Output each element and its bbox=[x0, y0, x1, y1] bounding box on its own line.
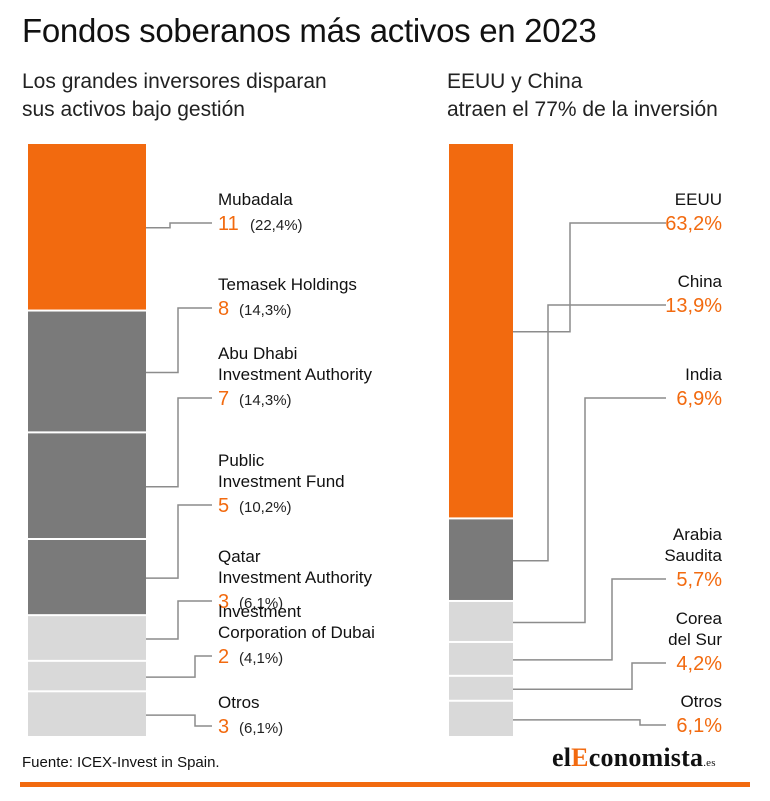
left-chart-subtitle: Los grandes inversores disparan sus acti… bbox=[22, 68, 402, 124]
leader-line-0-1 bbox=[146, 307, 212, 374]
segment-percent-0-2: (14,3%) bbox=[239, 392, 292, 409]
bar-segment-1-0 bbox=[449, 144, 513, 518]
segment-percent-0-0: (22,4%) bbox=[250, 217, 303, 234]
segment-label-1-2-line-0: India bbox=[685, 365, 722, 384]
segment-value-0-1: 8 bbox=[218, 298, 229, 320]
segment-label-0-5-line-1: Corporation of Dubai bbox=[218, 623, 375, 642]
segment-value-0-6: 3 bbox=[218, 716, 229, 738]
segment-value-0-3: 5 bbox=[218, 495, 229, 517]
segment-label-0-4-line-0: Qatar bbox=[218, 547, 261, 566]
right-subtitle-line-1: EEUU y China bbox=[447, 70, 583, 93]
leader-line-0-6 bbox=[146, 714, 212, 727]
leader-line-1-5 bbox=[513, 719, 666, 726]
bar-segment-1-3 bbox=[449, 642, 513, 675]
segment-percent-0-3: (10,2%) bbox=[239, 499, 292, 516]
segment-value-1-5: 6,1% bbox=[676, 715, 722, 737]
left-subtitle-line-2: sus activos bajo gestión bbox=[22, 98, 245, 121]
bottom-rule bbox=[20, 782, 750, 787]
bar-segment-0-1 bbox=[28, 311, 146, 432]
source-note: Fuente: ICEX-Invest in Spain. bbox=[22, 754, 220, 771]
segment-percent-0-5: (4,1%) bbox=[239, 650, 283, 667]
segment-value-0-0: 11 bbox=[218, 213, 239, 235]
bar-segment-1-2 bbox=[449, 601, 513, 641]
segment-value-0-2: 7 bbox=[218, 388, 229, 410]
bar-segment-0-0 bbox=[28, 144, 146, 310]
segment-label-0-2-line-1: Investment Authority bbox=[218, 365, 373, 384]
leader-line-1-3 bbox=[513, 578, 666, 661]
left-subtitle-line-1: Los grandes inversores disparan bbox=[22, 70, 327, 93]
brand-logo: elEconomista.es bbox=[552, 743, 716, 772]
segment-value-1-0: 63,2% bbox=[665, 213, 722, 235]
right-subtitle-line-2: atraen el 77% de la inversión bbox=[447, 98, 718, 121]
segment-label-1-4-line-0: Corea bbox=[676, 609, 723, 628]
bar-segment-0-3 bbox=[28, 540, 146, 615]
bar-segment-0-5 bbox=[28, 661, 146, 691]
segment-label-0-4-line-1: Investment Authority bbox=[218, 568, 373, 587]
bar-segment-1-5 bbox=[449, 701, 513, 736]
segment-label-1-0-line-0: EEUU bbox=[675, 190, 722, 209]
bar-segment-0-4 bbox=[28, 616, 146, 660]
bar-segment-1-1 bbox=[449, 519, 513, 600]
segment-label-0-6-line-0: Otros bbox=[218, 693, 260, 712]
segment-value-1-4: 4,2% bbox=[676, 653, 722, 675]
segment-percent-0-4: (6,1%) bbox=[239, 595, 283, 612]
leader-line-1-2 bbox=[513, 397, 666, 624]
bar-segment-0-2 bbox=[28, 433, 146, 538]
segment-label-1-3-line-1: Saudita bbox=[664, 546, 722, 565]
segment-value-1-1: 13,9% bbox=[665, 295, 722, 317]
bar-segment-1-4 bbox=[449, 676, 513, 700]
leader-line-1-4 bbox=[513, 662, 666, 691]
segment-label-0-1-line-0: Temasek Holdings bbox=[218, 275, 357, 294]
chart-title: Fondos soberanos más activos en 2023 bbox=[22, 12, 597, 49]
leader-line-1-1 bbox=[513, 304, 666, 562]
segment-label-1-4-line-1: del Sur bbox=[668, 630, 722, 649]
segment-label-0-3-line-1: Investment Fund bbox=[218, 472, 345, 491]
segment-label-0-2-line-0: Abu Dhabi bbox=[218, 344, 297, 363]
bar-segment-0-6 bbox=[28, 692, 146, 736]
leader-line-0-5 bbox=[146, 655, 212, 678]
segment-label-0-5-line-0: Investment bbox=[218, 602, 301, 621]
right-chart-subtitle: EEUU y China atraen el 77% de la inversi… bbox=[447, 68, 767, 124]
leader-line-1-0 bbox=[513, 222, 666, 333]
segment-value-0-4: 3 bbox=[218, 591, 229, 613]
segment-percent-0-1: (14,3%) bbox=[239, 302, 292, 319]
leader-line-0-3 bbox=[146, 504, 212, 579]
segment-label-1-3-line-0: Arabia bbox=[673, 525, 723, 544]
leader-line-0-4 bbox=[146, 600, 212, 640]
segment-value-1-2: 6,9% bbox=[676, 388, 722, 410]
segment-label-0-3-line-0: Public bbox=[218, 451, 265, 470]
segment-label-0-0-line-0: Mubadala bbox=[218, 190, 293, 209]
segment-label-1-1-line-0: China bbox=[678, 272, 723, 291]
segment-percent-0-6: (6,1%) bbox=[239, 720, 283, 737]
segment-label-1-5-line-0: Otros bbox=[680, 692, 722, 711]
segment-value-1-3: 5,7% bbox=[676, 569, 722, 591]
leader-line-0-0 bbox=[146, 222, 212, 229]
segment-value-0-5: 2 bbox=[218, 646, 229, 668]
leader-line-0-2 bbox=[146, 397, 212, 488]
